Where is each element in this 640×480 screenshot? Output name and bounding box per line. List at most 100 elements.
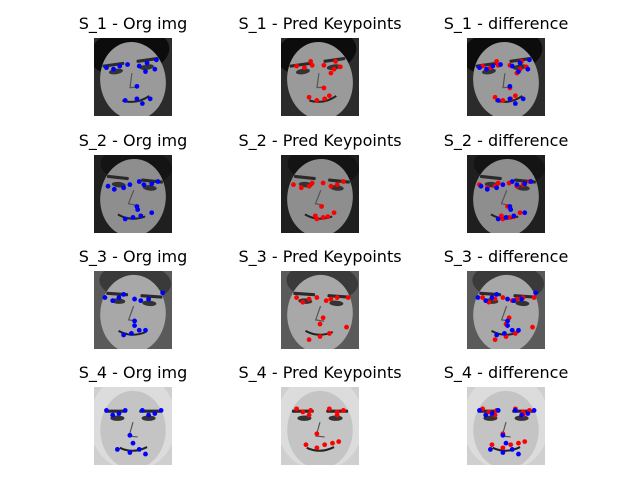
ground-truth-keypoint bbox=[110, 298, 116, 304]
ground-truth-keypoint bbox=[111, 186, 117, 192]
ground-truth-keypoint bbox=[135, 207, 141, 213]
image-panel bbox=[467, 155, 545, 233]
ground-truth-keypoint bbox=[484, 66, 489, 72]
ground-truth-keypoint bbox=[512, 408, 518, 413]
image-panel bbox=[467, 271, 545, 349]
ground-truth-keypoint bbox=[509, 63, 515, 69]
ground-truth-keypoint bbox=[494, 292, 500, 297]
ground-truth-keypoint bbox=[149, 210, 155, 216]
ground-truth-keypoint bbox=[508, 207, 514, 213]
panel-title: S_4 - Org img bbox=[79, 363, 188, 383]
predicted-keypoint bbox=[492, 337, 498, 343]
ground-truth-keypoint bbox=[152, 66, 158, 72]
panel-title: S_2 - Pred Keypoints bbox=[238, 131, 401, 151]
predicted-keypoint bbox=[306, 412, 312, 418]
image-panel bbox=[281, 387, 359, 465]
predicted-keypoint bbox=[334, 182, 340, 188]
predicted-keypoint bbox=[530, 324, 535, 330]
face-photo bbox=[94, 271, 172, 349]
ground-truth-keypoint bbox=[489, 411, 495, 416]
predicted-keypoint bbox=[306, 296, 312, 302]
ground-truth-keypoint bbox=[132, 318, 137, 324]
ground-truth-keypoint bbox=[500, 450, 506, 455]
ground-truth-keypoint bbox=[102, 295, 108, 300]
ground-truth-keypoint bbox=[136, 63, 142, 69]
ground-truth-keypoint bbox=[495, 98, 501, 103]
predicted-keypoint bbox=[320, 315, 326, 321]
predicted-keypoint bbox=[489, 442, 495, 448]
predicted-keypoint bbox=[512, 93, 518, 99]
panel-title: S_1 - difference bbox=[444, 14, 569, 34]
predicted-keypoint bbox=[334, 295, 340, 300]
predicted-keypoint bbox=[320, 215, 326, 220]
predicted-keypoint bbox=[334, 412, 340, 418]
ground-truth-keypoint bbox=[490, 63, 496, 69]
ground-truth-keypoint bbox=[138, 298, 144, 304]
image-panel bbox=[281, 155, 359, 233]
predicted-keypoint bbox=[294, 406, 299, 412]
predicted-keypoint bbox=[326, 331, 332, 336]
ground-truth-keypoint bbox=[132, 323, 137, 328]
predicted-keypoint bbox=[328, 296, 334, 302]
ground-truth-keypoint bbox=[160, 290, 166, 296]
predicted-keypoint bbox=[337, 64, 343, 70]
predicted-keypoint bbox=[344, 324, 349, 330]
predicted-keypoint bbox=[320, 180, 326, 186]
ground-truth-keypoint bbox=[494, 185, 500, 191]
ground-truth-keypoint bbox=[477, 408, 482, 413]
predicted-keypoint bbox=[314, 216, 320, 222]
image-panel bbox=[94, 387, 172, 465]
ground-truth-keypoint bbox=[134, 83, 140, 89]
ground-truth-keypoint bbox=[525, 66, 531, 72]
ground-truth-keypoint bbox=[494, 332, 500, 338]
predicted-keypoint bbox=[317, 334, 323, 339]
ground-truth-keypoint bbox=[520, 96, 526, 102]
predicted-keypoint bbox=[345, 295, 351, 300]
ground-truth-keypoint bbox=[516, 451, 521, 457]
ground-truth-keypoint bbox=[505, 318, 510, 324]
predicted-keypoint bbox=[298, 185, 304, 191]
predicted-keypoint bbox=[306, 94, 312, 100]
ground-truth-keypoint bbox=[528, 179, 534, 184]
ground-truth-keypoint bbox=[136, 179, 142, 184]
ground-truth-keypoint bbox=[516, 327, 521, 333]
ground-truth-keypoint bbox=[138, 213, 144, 219]
ground-truth-keypoint bbox=[522, 210, 528, 216]
predicted-keypoint bbox=[495, 180, 501, 186]
predicted-keypoint bbox=[500, 98, 506, 103]
panel-title: S_4 - difference bbox=[444, 363, 569, 383]
predicted-keypoint bbox=[326, 406, 332, 412]
predicted-keypoint bbox=[323, 298, 329, 304]
ground-truth-keypoint bbox=[158, 408, 164, 413]
face-photo bbox=[281, 271, 359, 349]
predicted-keypoint bbox=[325, 214, 331, 220]
ground-truth-keypoint bbox=[116, 411, 122, 416]
ground-truth-keypoint bbox=[475, 295, 481, 300]
predicted-keypoint bbox=[300, 409, 306, 415]
ground-truth-keypoint bbox=[525, 411, 531, 416]
ground-truth-keypoint bbox=[130, 440, 136, 446]
predicted-keypoint bbox=[333, 59, 338, 64]
face-photo bbox=[467, 271, 545, 349]
face-photo bbox=[467, 155, 545, 233]
ground-truth-keypoint bbox=[489, 295, 495, 300]
ground-truth-keypoint bbox=[139, 408, 145, 413]
predicted-keypoint bbox=[314, 295, 320, 300]
ground-truth-keypoint bbox=[127, 450, 133, 455]
image-panel bbox=[467, 38, 545, 116]
face-photo bbox=[467, 38, 545, 116]
ground-truth-keypoint bbox=[484, 186, 490, 192]
ground-truth-keypoint bbox=[143, 327, 148, 333]
predicted-keypoint bbox=[309, 62, 315, 68]
ground-truth-keypoint bbox=[154, 57, 159, 63]
image-panel bbox=[281, 271, 359, 349]
predicted-keypoint bbox=[330, 440, 335, 446]
predicted-keypoint bbox=[314, 445, 320, 451]
panel-title: S_3 - difference bbox=[444, 247, 569, 267]
ground-truth-keypoint bbox=[509, 327, 515, 333]
ground-truth-keypoint bbox=[502, 331, 507, 336]
predicted-keypoint bbox=[328, 70, 334, 76]
image-panel bbox=[94, 271, 172, 349]
ground-truth-keypoint bbox=[104, 65, 109, 71]
ground-truth-keypoint bbox=[511, 213, 517, 219]
